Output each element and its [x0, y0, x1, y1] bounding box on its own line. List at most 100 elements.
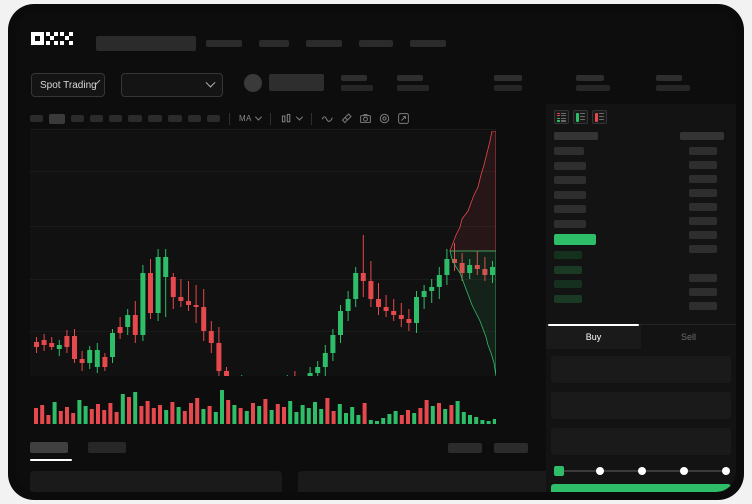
order-book-bid-row[interactable]	[554, 294, 582, 303]
price-input[interactable]	[551, 356, 731, 383]
header-nav-item[interactable]	[359, 40, 393, 47]
slider-handle[interactable]	[554, 466, 564, 476]
depth-ask-area	[449, 131, 496, 252]
order-book-mode-bids[interactable]	[573, 110, 588, 124]
tab-buy[interactable]: Buy	[546, 324, 641, 349]
orders-panel	[30, 437, 550, 492]
eraser-icon[interactable]	[340, 112, 353, 125]
percent-slider[interactable]	[554, 466, 730, 476]
fullscreen-icon[interactable]	[397, 112, 410, 125]
volume-bar	[406, 410, 410, 424]
indicator-select[interactable]: MA	[239, 113, 262, 123]
orders-tab-open[interactable]	[30, 442, 68, 453]
order-book-ask-row[interactable]	[554, 190, 586, 199]
chart-type-select[interactable]	[280, 112, 303, 125]
order-book-trade-row[interactable]	[689, 161, 717, 169]
order-book-trade-row[interactable]	[689, 175, 717, 183]
order-book-ask-row[interactable]	[554, 176, 586, 184]
orders-empty-box	[30, 471, 282, 492]
order-book-bid-row[interactable]	[554, 280, 582, 288]
volume-bar	[294, 412, 299, 424]
okx-logo[interactable]	[31, 32, 74, 45]
submit-buy-button[interactable]	[551, 484, 731, 492]
order-book-bid-row[interactable]	[554, 265, 582, 274]
logo-letter-o	[31, 32, 44, 45]
line-chart-icon[interactable]	[321, 112, 334, 125]
volume-bar	[238, 408, 243, 424]
order-book-trade-row[interactable]	[689, 217, 717, 225]
volume-chart	[30, 382, 497, 430]
order-book-mode-both[interactable]	[554, 110, 569, 124]
amount-input[interactable]	[551, 392, 731, 419]
chart-interval-button[interactable]	[71, 115, 84, 122]
trading-mode-select[interactable]: Spot Trading	[31, 73, 105, 97]
total-input[interactable]	[551, 428, 731, 455]
slider-step-50[interactable]	[638, 467, 646, 475]
volume-bar	[102, 410, 107, 424]
order-book-trade-row[interactable]	[689, 288, 717, 296]
pair-select[interactable]	[121, 73, 223, 97]
order-book-bid-row[interactable]	[554, 251, 582, 259]
pair-avatar	[244, 74, 262, 92]
volume-bar	[412, 413, 417, 424]
chart-interval-buttons[interactable]	[30, 113, 220, 124]
order-book-col-header[interactable]	[554, 132, 598, 140]
chart-interval-button[interactable]	[30, 115, 43, 122]
chart-interval-button[interactable]	[109, 115, 122, 122]
orders-tab-history[interactable]	[88, 442, 126, 453]
toolbar-divider	[310, 112, 312, 125]
trading-mode-label: Spot Trading	[40, 79, 97, 91]
volume-bar	[170, 402, 175, 424]
order-book-ask-row[interactable]	[554, 147, 584, 155]
order-book-trade-row[interactable]	[689, 147, 717, 155]
volume-bar	[257, 406, 262, 424]
chart-interval-button[interactable]	[90, 115, 103, 122]
chart-interval-button[interactable]	[188, 115, 201, 122]
order-book-ask-row[interactable]	[554, 205, 586, 213]
chevron-down-icon	[254, 113, 262, 121]
order-book-trade-row[interactable]	[689, 231, 717, 239]
header-nav-item[interactable]	[259, 40, 289, 47]
volume-bar	[108, 403, 113, 424]
header-nav-item[interactable]	[306, 40, 342, 47]
orders-tab-active-indicator	[30, 459, 72, 461]
tab-sell[interactable]: Sell	[641, 325, 736, 349]
slider-step-100[interactable]	[722, 467, 730, 475]
header-nav-item[interactable]	[410, 40, 446, 47]
volume-bar	[34, 408, 38, 424]
order-book-trade-row[interactable]	[689, 203, 717, 211]
volume-bar	[387, 414, 392, 424]
volume-series	[34, 390, 497, 424]
chart-interval-button[interactable]	[168, 115, 182, 122]
price-chart[interactable]	[30, 131, 496, 376]
slider-step-75[interactable]	[680, 467, 688, 475]
header-nav-item[interactable]	[206, 40, 242, 47]
order-book-trade-row[interactable]	[689, 302, 717, 310]
volume-bar	[207, 406, 212, 424]
order-book-col-header[interactable]	[680, 132, 724, 140]
order-book-trade-row[interactable]	[689, 274, 717, 282]
volume-bar	[164, 410, 169, 424]
chevron-down-icon	[205, 77, 216, 88]
volume-bar	[455, 401, 460, 424]
order-book-trade-row[interactable]	[689, 245, 717, 253]
chart-interval-button[interactable]	[128, 115, 142, 122]
volume-bar	[288, 401, 293, 424]
chart-interval-button[interactable]	[49, 113, 65, 124]
camera-icon[interactable]	[359, 112, 372, 125]
market-stat-label	[341, 75, 367, 81]
orders-toolbar-item[interactable]	[448, 443, 482, 453]
slider-step-25[interactable]	[596, 467, 604, 475]
order-book-ask-row[interactable]	[554, 161, 586, 170]
order-book-trade-row[interactable]	[689, 189, 717, 197]
chart-interval-button[interactable]	[207, 115, 220, 122]
chart-interval-button[interactable]	[148, 115, 162, 122]
header-search-field[interactable]	[96, 36, 196, 51]
orders-toolbar-item[interactable]	[494, 443, 528, 453]
order-book-spread-row[interactable]	[554, 234, 596, 245]
volume-bar	[89, 409, 94, 424]
order-book-ask-row[interactable]	[554, 219, 586, 228]
order-book-mode-asks[interactable]	[592, 110, 607, 124]
volume-bar	[269, 410, 274, 424]
settings-gear-icon[interactable]	[378, 112, 391, 125]
